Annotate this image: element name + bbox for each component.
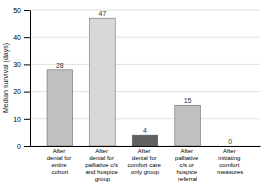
x-axis: After denial for entire cohortAfter deni…	[31, 147, 261, 182]
y-tick-mark	[24, 37, 30, 38]
y-tick: 40	[13, 34, 30, 41]
y-axis: 0 10 20 30 40 50	[13, 7, 30, 150]
bar	[217, 146, 243, 147]
x-tick-label-line: denial for	[89, 155, 114, 161]
grid-line	[30, 37, 260, 38]
data-label: 4	[143, 127, 147, 134]
x-tick-label: After initiating comfort measures	[217, 148, 243, 175]
chart: 01020304050After denial for entire cohor…	[0, 0, 266, 190]
x-tick-label-line: hospice	[176, 169, 197, 175]
x-tick-label-line: denial for	[47, 155, 72, 161]
x-tick-label: After denial for entire cohort	[47, 148, 73, 175]
x-tick-label-line: and hospice	[85, 169, 118, 175]
grid-line	[30, 64, 260, 65]
data-labels: 28 47 4 15 0	[56, 10, 232, 145]
x-tick-label-line: measures	[217, 169, 243, 175]
y-tick-label: 30	[13, 61, 21, 68]
y-tick: 30	[13, 61, 30, 68]
x-tick-label-line: After	[95, 148, 108, 154]
y-tick: 10	[13, 116, 30, 123]
y-tick-label: 0	[17, 143, 21, 150]
y-axis-title: Median survival (days)	[2, 43, 10, 113]
y-tick: 50	[13, 7, 30, 14]
bar	[47, 70, 73, 146]
x-tick-label-line: comfort care	[127, 162, 161, 168]
bar	[132, 135, 158, 146]
x-tick-label-line: comfort	[219, 162, 239, 168]
x-tick-label-line: group	[95, 176, 111, 182]
grid-line	[30, 10, 260, 11]
y-tick-label: 40	[13, 34, 21, 41]
x-tick-label-line: denial for	[132, 155, 157, 161]
data-label: 47	[99, 10, 107, 17]
grid	[30, 10, 260, 146]
bar	[175, 105, 201, 146]
x-tick-label-line: After	[53, 148, 66, 154]
x-tick-label-line: After	[223, 148, 236, 154]
data-label: 15	[184, 97, 192, 104]
x-tick-label-line: only group	[131, 169, 160, 175]
bar	[90, 18, 116, 146]
y-tick-label: 20	[13, 88, 21, 95]
y-tick-mark	[24, 119, 30, 120]
x-tick-label-line: After	[180, 148, 193, 154]
y-tick-label: 50	[13, 7, 21, 14]
y-tick: 20	[13, 88, 30, 95]
y-axis-line	[30, 11, 31, 147]
x-tick-label-line: entire	[51, 162, 67, 168]
x-tick-label-line: palliative	[175, 155, 199, 161]
y-tick-mark	[24, 64, 30, 65]
x-tick: After denial for comfort care only group	[127, 148, 162, 175]
x-axis-line	[31, 146, 261, 147]
x-tick-label-line: referral	[178, 176, 197, 182]
x-tick: After initiating comfort measures	[217, 148, 243, 175]
x-tick: After denial for entire cohort	[47, 148, 73, 175]
data-label: 28	[56, 62, 64, 69]
x-tick-label: After denial for palliative c/s and hosp…	[85, 148, 119, 182]
y-tick-mark	[24, 146, 30, 147]
x-tick-label-line: palliative c/s	[85, 162, 118, 168]
bars	[47, 18, 200, 146]
x-tick: After denial for palliative c/s and hosp…	[85, 148, 119, 182]
x-tick-label-line: c/s or	[179, 162, 194, 168]
x-tick-label-line: initiating	[218, 155, 240, 161]
x-tick-label-line: cohort	[51, 169, 68, 175]
x-tick: After palliative c/s or hospice referral	[175, 148, 200, 182]
y-tick-mark	[24, 10, 30, 11]
y-tick-mark	[24, 92, 30, 93]
x-tick-label: After denial for comfort care only group	[127, 148, 162, 175]
x-tick-label-line: After	[138, 148, 151, 154]
x-tick-label: After palliative c/s or hospice referral	[175, 148, 200, 182]
y-tick-label: 10	[13, 116, 21, 123]
y-tick: 0	[17, 143, 30, 150]
data-label: 0	[228, 138, 232, 145]
